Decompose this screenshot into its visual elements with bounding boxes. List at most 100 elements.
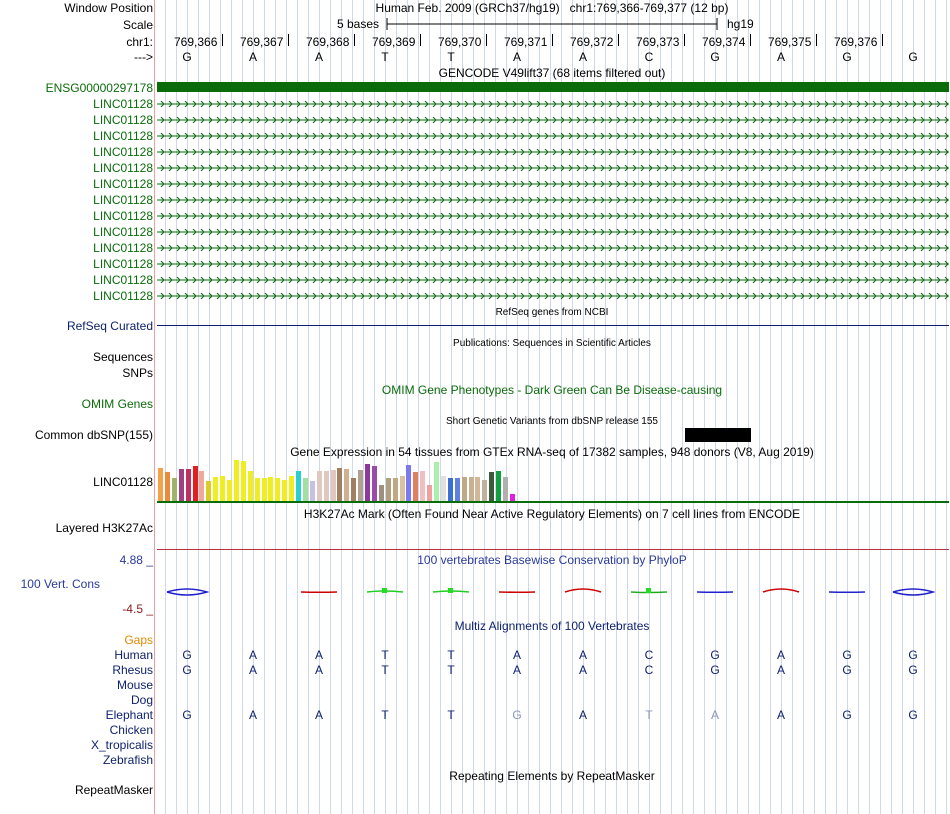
- phylop-base-signal[interactable]: [166, 588, 210, 596]
- gtex-tissue-bar[interactable]: [171, 478, 177, 501]
- gtex-tissue-bar[interactable]: [482, 480, 488, 501]
- multiz-species-label[interactable]: X_tropicalis: [90, 738, 153, 752]
- gtex-tissue-bar[interactable]: [461, 477, 467, 501]
- gtex-tissue-bar[interactable]: [199, 471, 205, 501]
- multiz-species-label[interactable]: Rhesus: [112, 663, 153, 677]
- omim-track-title[interactable]: OMIM Gene Phenotypes - Dark Green Can Be…: [381, 383, 723, 397]
- gtex-tissue-bar[interactable]: [427, 485, 433, 501]
- gtex-tissue-bar[interactable]: [489, 472, 495, 501]
- gtex-tissue-bar[interactable]: [164, 472, 170, 501]
- multiz-gaps-label[interactable]: Gaps: [124, 633, 153, 647]
- gtex-tissue-bar[interactable]: [385, 478, 391, 501]
- gencode-track-title[interactable]: GENCODE V49lift37 (68 items filtered out…: [438, 66, 666, 80]
- multiz-species-label[interactable]: Mouse: [116, 678, 153, 692]
- gencode-intron-line[interactable]: [157, 195, 949, 205]
- gencode-intron-line[interactable]: [157, 275, 949, 285]
- gtex-tissue-bar[interactable]: [296, 471, 302, 501]
- pubs-sequences-label[interactable]: Sequences: [92, 350, 153, 364]
- phylop-point[interactable]: [382, 588, 387, 593]
- gtex-tissue-bar[interactable]: [261, 478, 267, 501]
- gencode-item-label[interactable]: LINC01128: [93, 177, 153, 191]
- multiz-species-label[interactable]: Zebrafish: [102, 753, 153, 767]
- phylop-track-label[interactable]: 100 Vert. Cons: [20, 577, 100, 591]
- omim-track-label[interactable]: OMIM Genes: [81, 397, 153, 411]
- phylop-point[interactable]: [448, 588, 453, 593]
- gtex-tissue-bar[interactable]: [371, 466, 377, 501]
- gencode-item-label[interactable]: LINC01128: [93, 241, 153, 255]
- phylop-base-signal[interactable]: [762, 588, 800, 593]
- gencode-item-label[interactable]: LINC01128: [93, 225, 153, 239]
- multiz-track-title[interactable]: Multiz Alignments of 100 Vertebrates: [454, 619, 650, 633]
- refseq-track-title[interactable]: RefSeq genes from NCBI: [495, 307, 609, 318]
- h3k27ac-track-title[interactable]: H3K27Ac Mark (Often Found Near Active Re…: [303, 507, 801, 521]
- gtex-tissue-bar[interactable]: [275, 478, 281, 501]
- gencode-item-label[interactable]: LINC01128: [93, 161, 153, 175]
- gtex-track-title[interactable]: Gene Expression in 54 tissues from GTEx …: [290, 445, 814, 459]
- gencode-intron-line[interactable]: [157, 179, 949, 189]
- gtex-tissue-bar[interactable]: [344, 469, 350, 501]
- phylop-signal[interactable]: [157, 580, 949, 600]
- phylop-base-signal[interactable]: [892, 588, 936, 596]
- gtex-tissue-bar[interactable]: [213, 477, 219, 501]
- gencode-intron-line[interactable]: [157, 227, 949, 237]
- gtex-tissue-bar[interactable]: [247, 471, 253, 501]
- multiz-species-label[interactable]: Elephant: [105, 708, 153, 722]
- multiz-species-label[interactable]: Dog: [130, 693, 153, 707]
- gtex-gene-line[interactable]: [157, 501, 949, 503]
- dbsnp-variant-block[interactable]: [685, 428, 751, 442]
- h3k27ac-track-label[interactable]: Layered H3K27Ac: [55, 521, 153, 535]
- gtex-tissue-bar[interactable]: [496, 471, 502, 501]
- gencode-item-label[interactable]: LINC01128: [93, 289, 153, 303]
- gtex-tissue-bar[interactable]: [509, 494, 515, 501]
- gtex-tissue-bar[interactable]: [233, 460, 239, 501]
- pubs-snps-label[interactable]: SNPs: [122, 366, 153, 380]
- gencode-item-label[interactable]: LINC01128: [93, 97, 153, 111]
- gtex-tissue-bar[interactable]: [316, 471, 322, 501]
- gtex-tissue-bar[interactable]: [282, 480, 288, 501]
- gencode-intron-line[interactable]: [157, 291, 949, 301]
- gencode-intron-line[interactable]: [157, 147, 949, 157]
- gencode-item-label[interactable]: LINC01128: [93, 129, 153, 143]
- gtex-tissue-bar[interactable]: [413, 472, 419, 501]
- gencode-intron-line[interactable]: [157, 115, 949, 125]
- gtex-tissue-bar[interactable]: [323, 471, 329, 501]
- gtex-tissue-bar[interactable]: [289, 476, 295, 501]
- phylop-track-title[interactable]: 100 vertebrates Basewise Conservation by…: [417, 553, 687, 567]
- gtex-tissue-bar[interactable]: [178, 469, 184, 501]
- gtex-tissue-bar[interactable]: [399, 476, 405, 501]
- gtex-tissue-bar[interactable]: [503, 477, 509, 501]
- gtex-tissue-bar[interactable]: [330, 470, 336, 501]
- gtex-tissue-bar[interactable]: [206, 481, 212, 501]
- refseq-gene-line[interactable]: [157, 325, 949, 326]
- gencode-intron-line[interactable]: [157, 163, 949, 173]
- gtex-tissue-bar[interactable]: [468, 477, 474, 501]
- gtex-tissue-bar[interactable]: [378, 485, 384, 501]
- gtex-tissue-bar[interactable]: [365, 464, 371, 501]
- gencode-item-label[interactable]: LINC01128: [93, 193, 153, 207]
- refseq-track-label[interactable]: RefSeq Curated: [66, 319, 153, 333]
- gencode-item-label[interactable]: LINC01128: [93, 113, 153, 127]
- gencode-intron-line[interactable]: [157, 131, 949, 141]
- gtex-tissue-bar[interactable]: [185, 469, 191, 501]
- gtex-tissue-bar[interactable]: [420, 471, 426, 501]
- gencode-item-label[interactable]: LINC01128: [93, 209, 153, 223]
- gencode-intron-line[interactable]: [157, 211, 949, 221]
- gtex-tissue-bar[interactable]: [254, 478, 260, 501]
- gencode-item-label[interactable]: LINC01128: [93, 273, 153, 287]
- repeatmasker-track-title[interactable]: Repeating Elements by RepeatMasker: [449, 769, 655, 783]
- gtex-tissue-bar[interactable]: [440, 476, 446, 501]
- gtex-tissue-bar[interactable]: [358, 470, 364, 501]
- phylop-base-signal[interactable]: [564, 588, 602, 593]
- gtex-tissue-bar[interactable]: [447, 478, 453, 501]
- gtex-tissue-bar[interactable]: [406, 465, 412, 501]
- gtex-tissue-bar[interactable]: [475, 477, 481, 501]
- gencode-item-label[interactable]: LINC01128: [93, 257, 153, 271]
- gencode-intron-line[interactable]: [157, 243, 949, 253]
- gtex-tissue-bar[interactable]: [337, 468, 343, 501]
- gencode-intron-line[interactable]: [157, 99, 949, 109]
- gtex-tissue-bar[interactable]: [158, 468, 164, 501]
- gencode-item-label[interactable]: ENSG00000297178: [45, 81, 153, 95]
- gencode-item-label[interactable]: LINC01128: [93, 145, 153, 159]
- gtex-tissue-bar[interactable]: [351, 478, 357, 501]
